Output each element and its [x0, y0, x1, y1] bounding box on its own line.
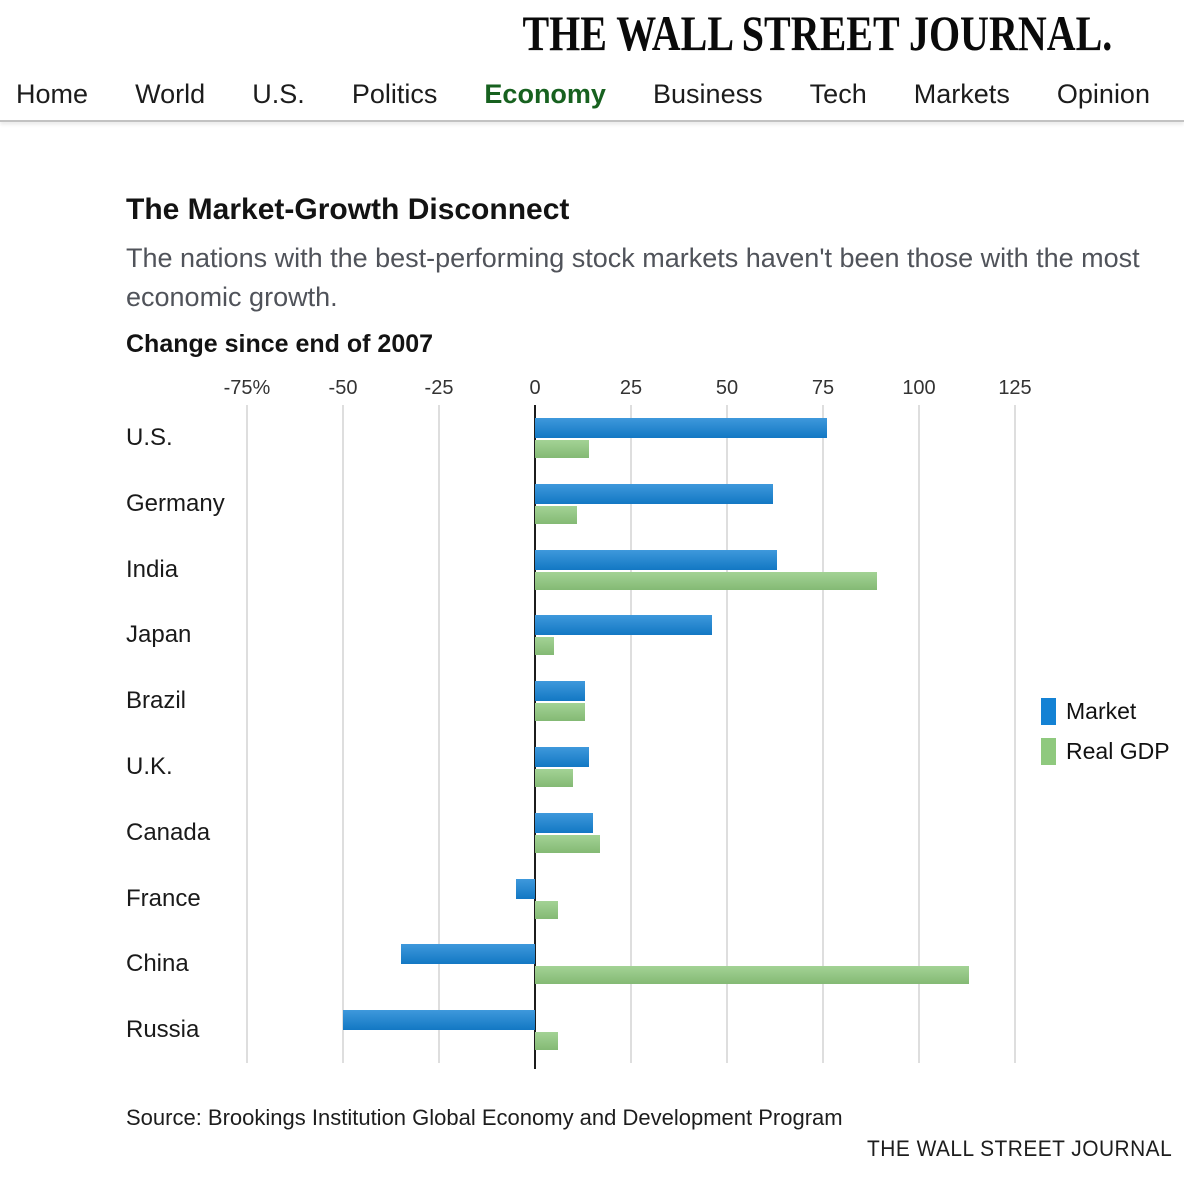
axis-unit-note: Change since end of 2007: [126, 330, 434, 358]
category-label-canada: Canada: [126, 818, 211, 846]
footer-brand: THE WALL STREET JOURNAL: [866, 1136, 1172, 1161]
bar-market-france: [515, 878, 535, 899]
gridline--25: [438, 405, 440, 1063]
source-note: Source: Brookings Institution Global Eco…: [126, 1105, 843, 1130]
bar-real-gdp-canada: [535, 834, 601, 853]
gridline-125: [1014, 405, 1016, 1063]
top-nav: Home World U.S. Politics Economy Business Tech…: [0, 68, 1184, 122]
bar-real-gdp-japan: [535, 637, 555, 656]
legend-item-real-gdp: Real GDP: [1041, 738, 1170, 765]
category-label-u-s: U.S.: [126, 424, 173, 451]
nav-item-home[interactable]: Home: [16, 78, 89, 109]
bar-market-canada: [535, 812, 593, 833]
category-label-brazil: Brazil: [126, 687, 187, 715]
bar-real-gdp-u-k: [535, 769, 574, 787]
zero-axis-line: [534, 405, 536, 1069]
bar-real-gdp-france: [535, 900, 559, 919]
gridline-75: [822, 405, 824, 1063]
chart-title: The Market-Growth Disconnect: [126, 193, 570, 226]
nav-item-business[interactable]: Business: [653, 78, 763, 109]
bar-market-germany: [535, 483, 774, 504]
category-label-india: India: [126, 555, 179, 583]
nav-item-markets[interactable]: Markets: [913, 78, 1010, 109]
bar-market-russia: [343, 1010, 535, 1031]
gridline-50: [726, 405, 728, 1063]
x-tick-label-25: -25: [424, 377, 454, 399]
x-tick-label-25: 25: [619, 377, 643, 399]
nav-item-world[interactable]: World: [135, 78, 206, 109]
bar-market-japan: [535, 615, 712, 636]
x-tick-label-75: 75: [811, 377, 835, 399]
gridline--50: [342, 405, 344, 1063]
bar-real-gdp-germany: [535, 505, 578, 524]
category-label-russia: Russia: [126, 1016, 200, 1044]
bar-market-china: [400, 944, 535, 965]
gridline-100: [918, 405, 920, 1063]
nav-item-opinion[interactable]: Opinion: [1056, 78, 1150, 109]
bar-market-u-k: [535, 747, 589, 767]
legend-swatch-real-gdp: [1041, 738, 1056, 765]
legend-swatch-market: [1041, 698, 1056, 725]
category-label-france: France: [126, 884, 201, 912]
gridline-25: [630, 405, 632, 1063]
category-label-china: China: [126, 950, 189, 978]
x-tick-label-75: -75%: [223, 377, 271, 399]
bar-real-gdp-russia: [535, 1032, 559, 1051]
bar-real-gdp-india: [535, 571, 877, 590]
chart-subtitle: The nations with the best-performing sto…: [126, 243, 1140, 312]
bar-market-u-s: [535, 418, 827, 438]
category-label-germany: Germany: [126, 489, 225, 517]
wsj-masthead-logo[interactable]: THE WALL STREET JOURNAL.: [522, 5, 1112, 61]
category-label-japan: Japan: [126, 621, 192, 649]
x-tick-label-0: 0: [529, 377, 541, 399]
x-tick-label-50: 50: [715, 377, 739, 399]
x-tick-label-100: 100: [902, 377, 936, 399]
legend-label-real-gdp: Real GDP: [1066, 738, 1170, 764]
legend-label-market: Market: [1066, 698, 1137, 724]
bar-real-gdp-brazil: [535, 703, 585, 722]
gridline--75%: [246, 405, 248, 1063]
chart-legend: Market Real GDP: [1041, 698, 1170, 778]
nav-item-u-s[interactable]: U.S.: [252, 78, 305, 109]
bar-market-brazil: [535, 681, 585, 702]
legend-item-market: Market: [1041, 698, 1170, 725]
nav-item-economy[interactable]: Economy: [484, 78, 606, 109]
nav-item-politics[interactable]: Politics: [351, 78, 438, 109]
bar-market-india: [535, 549, 777, 570]
bar-real-gdp-u-s: [535, 440, 589, 458]
x-tick-label-125: 125: [998, 377, 1032, 399]
x-tick-label-50: -50: [328, 377, 358, 399]
bar-real-gdp-china: [535, 966, 969, 985]
nav-item-tech[interactable]: Tech: [809, 78, 867, 109]
category-label-u-k: U.K.: [126, 753, 173, 780]
